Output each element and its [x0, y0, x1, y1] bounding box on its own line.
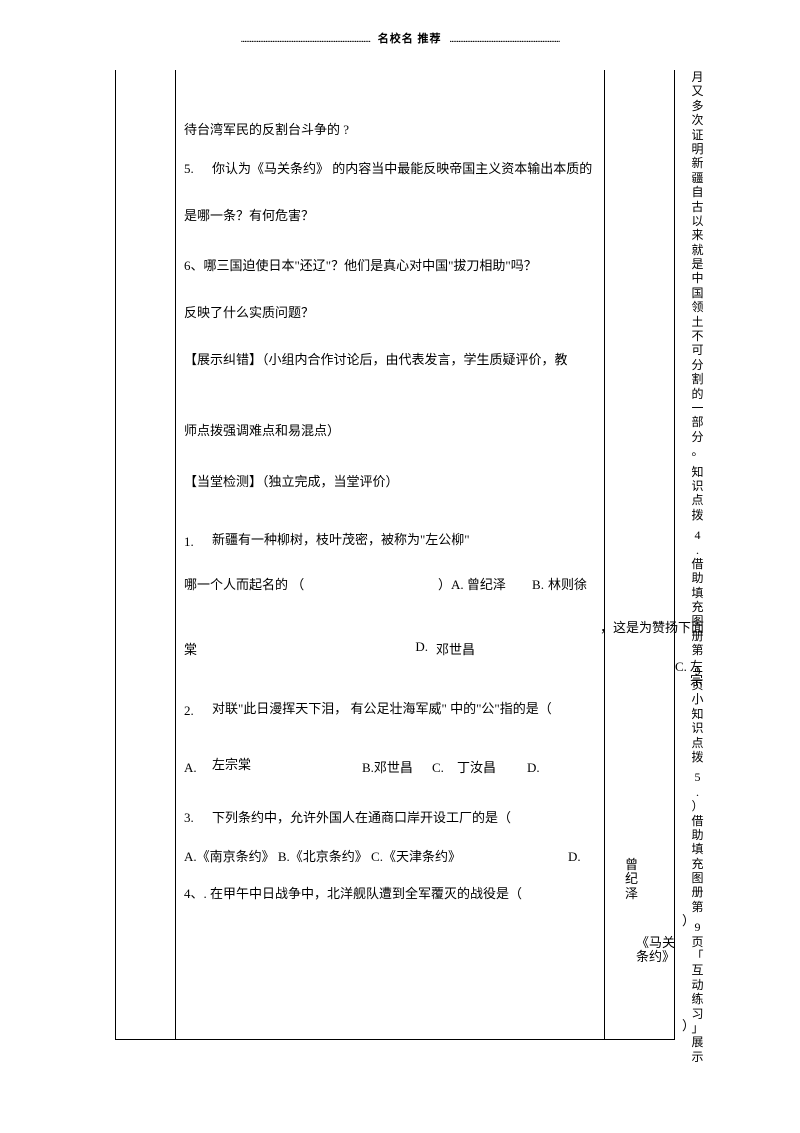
- side-seg6: 9页「互动练习」展示: [690, 920, 705, 1064]
- q5-number: 5.: [184, 159, 212, 180]
- q1-optC-label: C.: [675, 660, 690, 674]
- section-heading: 【当堂检测】（独立完成，当堂评价）: [184, 472, 598, 493]
- question-4: 4、. 在甲午中日战争中，北洋舰队遭到全军覆灭的战役是（: [184, 884, 598, 905]
- q2-optA: 左宗棠: [212, 758, 362, 779]
- q1-optD: 邓世昌: [428, 640, 598, 661]
- q1-rong: 棠: [184, 640, 408, 661]
- side-seg2: 知识点拨: [690, 465, 705, 523]
- content-cell: 待台湾军民的反割台斗争的 ? 5. 你认为《马关条约》 的内容当中最能反映帝国主…: [176, 70, 606, 1040]
- paragraph: 是哪一条？有何危害？: [184, 206, 598, 227]
- q1-optB: 林则徐: [548, 575, 598, 596]
- paragraph: 反映了什么实质问题？: [184, 303, 598, 324]
- header-dots-left: ........................................…: [241, 33, 371, 45]
- q1-optB-label: B.: [528, 575, 548, 596]
- question-1: 1. 新疆有一种柳树，枝叶茂密，被称为"左公柳": [184, 532, 598, 553]
- header-dots-right: ........................................…: [449, 33, 559, 45]
- q1-line2a: 哪一个人而起名的 （: [184, 575, 438, 596]
- q1-stem: 新疆有一种柳树，枝叶茂密，被称为"左公柳": [212, 532, 470, 547]
- side-seg4: 9页小知识点拨: [690, 664, 705, 765]
- q2-optC: 丁汝昌: [457, 758, 527, 779]
- section-heading: 【展示纠错】（小组内合作讨论后，由代表发言，学生质疑评价，教: [184, 350, 598, 371]
- header-title: 名校名 推荐: [378, 33, 442, 45]
- q3-options: A.《南京条约》 B.《北京条约》 C.《天津条约》 D.: [184, 847, 598, 868]
- q2-text: 对联"此日漫挥天下泪， 有公足壮海军威" 中的"公"指的是（: [212, 701, 598, 718]
- q1-text: 新疆有一种柳树，枝叶茂密，被称为"左公柳": [212, 532, 598, 549]
- q3-optD-label: D.: [568, 847, 598, 868]
- side-seg1: 月又多次证明新疆自古以来就是中国领土不可分割的一部分。: [690, 70, 705, 459]
- q2-options: A. 左宗棠 B.邓世昌 C. 丁汝昌 D.: [184, 758, 598, 779]
- q1-options-line2: 棠 D. 邓世昌: [184, 640, 598, 661]
- question-5: 5. 你认为《马关条约》 的内容当中最能反映帝国主义资本输出本质的: [184, 159, 598, 180]
- main-table: 待台湾军民的反割台斗争的 ? 5. 你认为《马关条约》 的内容当中最能反映帝国主…: [115, 70, 675, 1040]
- q1-options-line: 哪一个人而起名的 （ ）A. 曾纪泽 B. 林则徐: [184, 575, 598, 596]
- q2-optD: 曾纪泽: [625, 858, 640, 901]
- q3-text: 下列条约中，允许外国人在通商口岸开设工厂的是（: [212, 808, 598, 829]
- margin-notes: 月又多次证明新疆自古以来就是中国领土不可分割的一部分。 知识点拨 4.借助填充图…: [690, 70, 705, 1064]
- question-3: 3. 下列条约中，允许外国人在通商口岸开设工厂的是（: [184, 808, 598, 829]
- question-6: 6、哪三国迫使日本"还辽"？他们是真心对中国"拔刀相助"吗？: [184, 256, 598, 277]
- paragraph: 师点拨强调难点和易混点）: [184, 421, 598, 442]
- q2-optC-label: C.: [432, 758, 457, 779]
- q1-tail: ，这是为赞扬下面: [600, 620, 704, 636]
- paragraph: 待台湾军民的反割台斗争的 ?: [184, 120, 598, 141]
- q2-optB: B.邓世昌: [362, 758, 432, 779]
- q2-optA-label: A.: [184, 758, 212, 779]
- question-2: 2. 对联"此日漫挥天下泪， 有公足壮海军威" 中的"公"指的是（: [184, 701, 598, 722]
- q3-optD: 《马关条约》: [636, 936, 678, 965]
- q2-number: 2.: [184, 701, 212, 722]
- q3-number: 3.: [184, 808, 212, 829]
- q1-opt-a: ）A. 曾纪泽: [438, 575, 528, 596]
- side-seg5: 5.）借助填充图册第: [690, 770, 705, 914]
- side-seg3: 4.借助填充图册第: [690, 528, 705, 658]
- q1-optD-label: D.: [408, 640, 428, 661]
- table-left-cell: [116, 70, 176, 1040]
- q1-number: 1.: [184, 532, 212, 553]
- q5-text: 你认为《马关条约》 的内容当中最能反映帝国主义资本输出本质的: [212, 159, 598, 180]
- q3-opts-abc: A.《南京条约》 B.《北京条约》 C.《天津条约》: [184, 847, 568, 868]
- page-header: ........................................…: [0, 0, 800, 46]
- q2-optD-label: D.: [527, 758, 552, 779]
